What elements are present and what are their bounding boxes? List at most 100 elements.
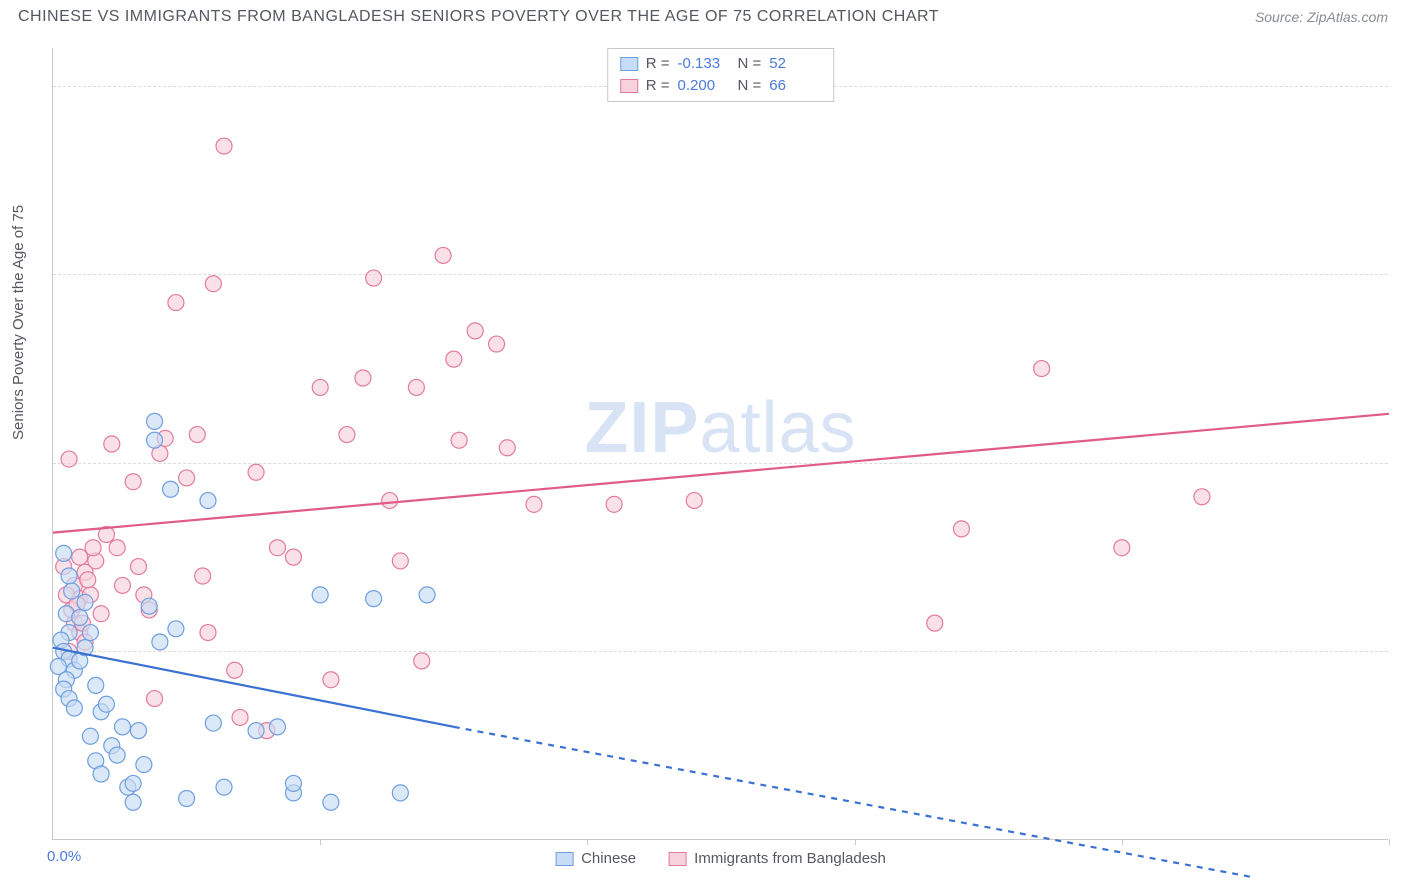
swatch-bangladesh xyxy=(620,79,638,93)
data-point xyxy=(392,785,408,801)
data-point xyxy=(77,594,93,610)
r-label: R = xyxy=(646,53,670,75)
data-point xyxy=(323,794,339,810)
data-point xyxy=(312,379,328,395)
data-point xyxy=(125,794,141,810)
data-point xyxy=(451,432,467,448)
data-point xyxy=(200,493,216,509)
data-point xyxy=(285,549,301,565)
data-point xyxy=(147,691,163,707)
data-point xyxy=(526,496,542,512)
data-point xyxy=(114,719,130,735)
data-point xyxy=(136,757,152,773)
correlation-legend: R = -0.133 N = 52 R = 0.200 N = 66 xyxy=(607,48,835,102)
legend-item-bangladesh: Immigrants from Bangladesh xyxy=(668,850,886,867)
data-point xyxy=(72,549,88,565)
data-point xyxy=(147,413,163,429)
data-point xyxy=(109,747,125,763)
swatch-chinese xyxy=(555,852,573,866)
x-tick xyxy=(855,839,856,845)
n-label: N = xyxy=(738,53,762,75)
n-value-bangladesh: 66 xyxy=(769,75,821,97)
data-point xyxy=(168,621,184,637)
r-value-chinese: -0.133 xyxy=(678,53,730,75)
n-value-chinese: 52 xyxy=(769,53,821,75)
data-point xyxy=(269,540,285,556)
data-point xyxy=(104,436,120,452)
x-axis-zero-label: 0.0% xyxy=(47,848,81,865)
series-legend: Chinese Immigrants from Bangladesh xyxy=(555,850,886,867)
data-point xyxy=(114,577,130,593)
data-point xyxy=(606,496,622,512)
data-point xyxy=(163,481,179,497)
data-point xyxy=(82,625,98,641)
data-point xyxy=(339,427,355,443)
data-point xyxy=(216,138,232,154)
data-point xyxy=(499,440,515,456)
n-label: N = xyxy=(738,75,762,97)
data-point xyxy=(927,615,943,631)
swatch-chinese xyxy=(620,57,638,71)
data-point xyxy=(1194,489,1210,505)
data-point xyxy=(80,572,96,588)
legend-label-chinese: Chinese xyxy=(581,850,636,867)
data-point xyxy=(88,677,104,693)
data-point xyxy=(216,779,232,795)
data-point xyxy=(93,766,109,782)
data-point xyxy=(232,709,248,725)
data-point xyxy=(152,634,168,650)
data-point xyxy=(205,715,221,731)
data-point xyxy=(195,568,211,584)
data-point xyxy=(131,559,147,575)
data-point xyxy=(179,791,195,807)
data-point xyxy=(109,540,125,556)
scatter-svg xyxy=(53,48,1388,839)
data-point xyxy=(1034,361,1050,377)
data-point xyxy=(1114,540,1130,556)
data-point xyxy=(686,493,702,509)
data-point xyxy=(366,270,382,286)
data-point xyxy=(414,653,430,669)
data-point xyxy=(392,553,408,569)
data-point xyxy=(408,379,424,395)
data-point xyxy=(248,464,264,480)
x-tick xyxy=(1389,839,1390,845)
data-point xyxy=(56,545,72,561)
data-point xyxy=(200,625,216,641)
x-tick xyxy=(320,839,321,845)
data-point xyxy=(227,662,243,678)
data-point xyxy=(179,470,195,486)
data-point xyxy=(312,587,328,603)
data-point xyxy=(131,723,147,739)
data-point xyxy=(66,700,82,716)
data-point xyxy=(382,493,398,509)
data-point xyxy=(953,521,969,537)
data-point xyxy=(64,583,80,599)
x-tick xyxy=(1122,839,1123,845)
legend-item-chinese: Chinese xyxy=(555,850,636,867)
data-point xyxy=(85,540,101,556)
data-point xyxy=(168,295,184,311)
y-axis-label: Seniors Poverty Over the Age of 75 xyxy=(10,205,27,440)
chart-title: CHINESE VS IMMIGRANTS FROM BANGLADESH SE… xyxy=(18,8,939,26)
swatch-bangladesh xyxy=(668,852,686,866)
data-point xyxy=(82,728,98,744)
data-point xyxy=(205,276,221,292)
data-point xyxy=(189,427,205,443)
data-point xyxy=(435,247,451,263)
data-point xyxy=(125,474,141,490)
data-point xyxy=(61,568,77,584)
data-point xyxy=(419,587,435,603)
data-point xyxy=(61,451,77,467)
data-point xyxy=(355,370,371,386)
data-point xyxy=(323,672,339,688)
data-point xyxy=(98,696,114,712)
legend-row-bangladesh: R = 0.200 N = 66 xyxy=(620,75,822,97)
data-point xyxy=(446,351,462,367)
data-point xyxy=(147,432,163,448)
data-point xyxy=(269,719,285,735)
data-point xyxy=(93,606,109,622)
trend-line xyxy=(53,648,454,727)
legend-label-bangladesh: Immigrants from Bangladesh xyxy=(694,850,886,867)
data-point xyxy=(125,775,141,791)
